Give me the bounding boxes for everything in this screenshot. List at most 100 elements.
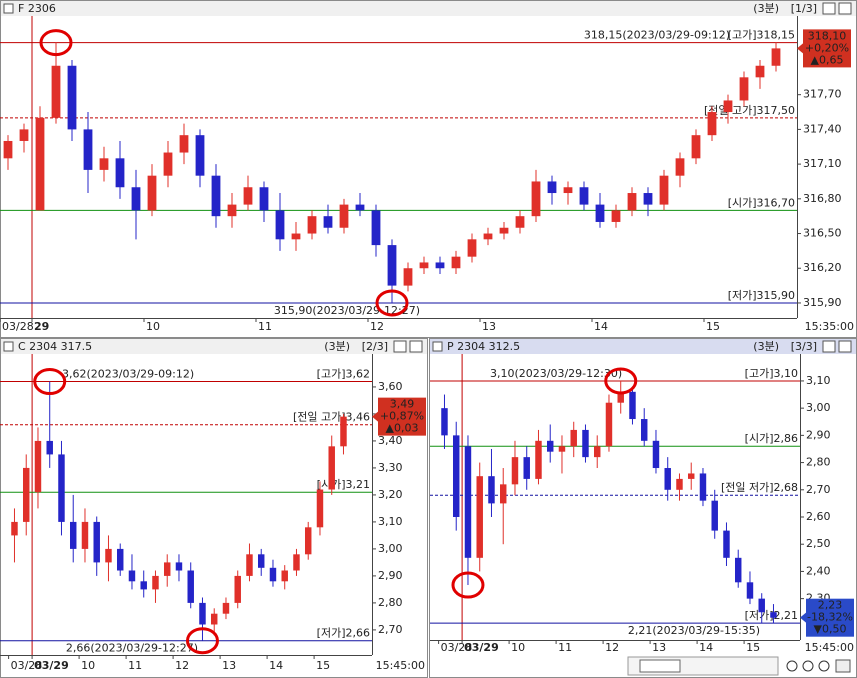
checkbox[interactable] (3, 3, 14, 14)
y-tick-label: 317,40 (803, 122, 842, 135)
candle-body (371, 210, 381, 246)
x-tick-label: 11 (128, 659, 142, 672)
candle-body (210, 613, 218, 625)
zoom-reset[interactable] (818, 660, 830, 672)
candle-body (511, 457, 519, 485)
candle-body (676, 478, 683, 490)
y-tick-label: 317,70 (803, 88, 842, 101)
level-label: [저가]2,66 (317, 627, 370, 640)
candle-body (227, 204, 237, 217)
window-button[interactable] (822, 340, 836, 353)
window-button[interactable] (838, 2, 852, 15)
y-tick-label: 2,40 (806, 564, 831, 577)
y-tick-label: 3,20 (378, 488, 403, 501)
candle-body (307, 216, 317, 234)
checkbox[interactable] (3, 341, 14, 352)
x-tick-label: 11 (558, 641, 572, 654)
x-tick-label: 15 (316, 659, 330, 672)
price-box-text: ▼0,50 (814, 623, 847, 636)
panel-period: (3분) (753, 2, 779, 15)
y-tick-label: 315,90 (803, 296, 842, 309)
x-tick-label: 15 (706, 320, 720, 333)
candle-body (707, 112, 717, 136)
highlight-circle (451, 571, 485, 599)
candle-body (163, 562, 171, 576)
price-box-pointer (800, 612, 806, 623)
y-tick-label: 3,00 (806, 401, 831, 414)
price-box (806, 598, 854, 637)
candle-body (147, 175, 157, 211)
candle-body (58, 454, 65, 522)
candle-body (691, 135, 701, 159)
candle-body (293, 554, 300, 571)
title-bar (1, 1, 856, 16)
candle-body (758, 598, 765, 613)
candle-body (699, 473, 707, 501)
candle-body (83, 129, 93, 170)
y-tick-label: 316,50 (803, 227, 842, 240)
candle-body (734, 557, 742, 583)
highlight-circle (604, 367, 638, 395)
candle-body (675, 158, 685, 176)
price-box-text: ▲0,03 (386, 422, 419, 435)
panel-period: (3분) (753, 340, 779, 353)
candle-body (441, 408, 448, 436)
candle-body (547, 181, 557, 194)
zoom-out[interactable] (802, 660, 814, 672)
candle-body (687, 473, 695, 479)
price-box-text: 3,49 (390, 398, 415, 411)
window-button[interactable] (393, 340, 407, 353)
y-tick-label: 316,20 (803, 261, 842, 274)
candle-body (291, 233, 301, 240)
panel-title: P 2304 312.5 (447, 340, 520, 353)
candle-body (316, 489, 324, 528)
price-box-text: 318,10 (808, 29, 847, 42)
candle-body (179, 135, 189, 153)
candle-body (535, 440, 542, 479)
candle-body (467, 239, 477, 257)
candle-body (128, 570, 136, 582)
candle-body (163, 152, 173, 176)
settings-button[interactable] (835, 659, 851, 673)
x-tick-label: 13 (482, 320, 496, 333)
y-tick-label: 2,80 (806, 456, 831, 469)
candle-body (570, 429, 577, 447)
window-button[interactable] (409, 340, 423, 353)
window-button[interactable] (838, 340, 852, 353)
highlight-circle (39, 29, 73, 57)
candle-body (464, 446, 472, 558)
candle-body (582, 429, 589, 458)
extreme-annotation: 3,62(2023/03/29-09:12) (62, 368, 194, 381)
candle-body (595, 204, 605, 222)
checkbox[interactable] (432, 341, 443, 352)
zoom-in[interactable] (786, 660, 798, 672)
x-tick-label: 29 (34, 320, 49, 333)
candle-body (222, 602, 230, 614)
candle-body (435, 262, 445, 269)
x-tick-label: 15 (746, 641, 760, 654)
candle-body (387, 245, 397, 286)
candle-body (659, 175, 669, 205)
candle-body (593, 446, 601, 458)
x-tick-label: 03/28 (11, 659, 43, 672)
toolbar (627, 656, 851, 676)
window-button[interactable] (822, 2, 836, 15)
candle-body (246, 554, 253, 576)
y-tick-label: 3,60 (378, 380, 403, 393)
candle-body (131, 187, 141, 211)
title-bar (1, 339, 427, 354)
x-tick-label: 13 (652, 641, 666, 654)
level-label: [고가]3,62 (317, 368, 370, 381)
level-label: [전일 저가]2,68 (721, 480, 798, 494)
candle-body (243, 187, 253, 205)
candle-body (22, 467, 30, 522)
y-tick-label: 2,50 (806, 537, 831, 550)
x-tick-label: 14 (594, 320, 608, 333)
candle-body (51, 65, 61, 118)
candle-body (81, 521, 89, 549)
scroll-thumb[interactable] (639, 659, 681, 673)
candle-body (617, 391, 624, 403)
x-tick-label: 10 (511, 641, 525, 654)
extreme-annotation: 318,15(2023/03/29-09:12) (584, 29, 730, 42)
